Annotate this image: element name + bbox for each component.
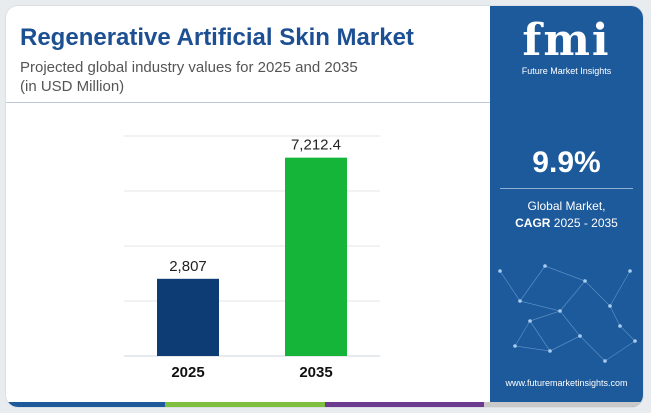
network-node <box>513 344 517 348</box>
cagr-divider <box>500 188 633 189</box>
website-url: www.futuremarketinsights.com <box>505 378 628 388</box>
network-node <box>618 324 622 328</box>
data-label-2025: 2,807 <box>169 258 207 275</box>
logo-subtitle: Future Market Insights <box>521 66 612 76</box>
network-node <box>633 339 637 343</box>
network-link <box>519 265 546 302</box>
network-node <box>558 309 562 313</box>
cagr-label-years: 2025 - 2035 <box>550 216 618 230</box>
cagr-label: Global Market, CAGR 2025 - 2035 <box>490 198 643 232</box>
network-node <box>628 269 632 273</box>
network-link <box>544 265 586 282</box>
chart-subtitle: Projected global industry values for 202… <box>20 58 358 96</box>
side-panel: fmi Future Market Insights 9.9% Global M… <box>490 6 643 407</box>
network-link <box>519 300 561 312</box>
network-link <box>584 280 611 307</box>
network-link <box>604 340 636 362</box>
cagr-label-bold: CAGR <box>515 216 551 230</box>
cagr-value: 9.9% <box>532 146 601 179</box>
network-node <box>548 349 552 353</box>
bar-chart: 2,807 2025 7,212.4 2035 <box>124 135 380 381</box>
subtitle-line-1: Projected global industry values for 202… <box>20 59 358 76</box>
network-node <box>518 299 522 303</box>
bottom-bar-segment <box>483 402 643 407</box>
bottom-bar-segment <box>165 402 325 407</box>
bottom-bar-segment <box>324 402 484 407</box>
data-label-2035: 7,212.4 <box>291 137 341 154</box>
bottom-color-bar <box>6 402 643 407</box>
fmi-logo: fmi Future Market Insights <box>490 15 643 77</box>
network-link <box>514 320 531 347</box>
chart-title: Regenerative Artificial Skin Market <box>20 24 414 51</box>
title-divider <box>6 102 490 103</box>
network-link <box>619 325 636 342</box>
network-decoration <box>498 264 637 363</box>
network-node <box>528 319 532 323</box>
cagr-label-line-2: CAGR 2025 - 2035 <box>490 215 643 232</box>
network-link <box>549 335 581 352</box>
network-link <box>609 305 621 327</box>
network-node <box>603 359 607 363</box>
network-link <box>559 280 586 312</box>
network-node <box>543 264 547 268</box>
bottom-bar-segment <box>6 402 166 407</box>
network-node <box>608 304 612 308</box>
network-link <box>559 310 581 337</box>
x-tick-label-2025: 2025 <box>171 364 204 381</box>
bar-2035 <box>285 157 347 356</box>
network-link <box>609 270 631 307</box>
network-node <box>498 269 502 273</box>
network-link <box>499 270 521 302</box>
network-node <box>583 279 587 283</box>
network-link <box>579 335 606 362</box>
subtitle-line-2: (in USD Million) <box>20 78 125 95</box>
x-tick-label-2035: 2035 <box>299 364 332 381</box>
cagr-label-line-1: Global Market, <box>527 199 606 213</box>
infographic-card: Regenerative Artificial Skin Market Proj… <box>6 6 643 407</box>
network-node <box>578 334 582 338</box>
network-link <box>529 310 561 322</box>
network-link <box>529 320 551 352</box>
network-link <box>514 345 551 352</box>
logo-mark: fmi <box>522 15 611 66</box>
bar-2025 <box>157 278 219 356</box>
